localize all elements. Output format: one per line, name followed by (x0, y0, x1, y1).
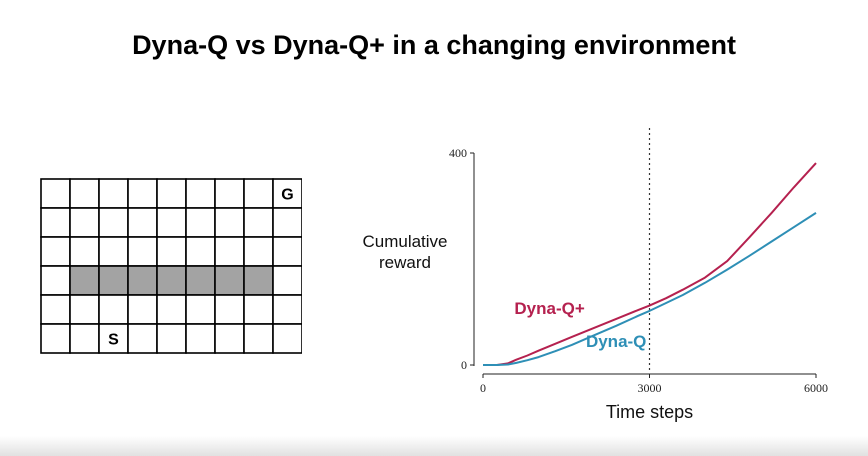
y-tick-label: 400 (449, 146, 467, 160)
grid-cell (272, 207, 302, 238)
goal-label: G (281, 187, 293, 204)
wall-cell (127, 265, 158, 296)
grid-cell (69, 236, 100, 267)
grid-cell (214, 323, 245, 354)
slide-title: Dyna-Q vs Dyna-Q+ in a changing environm… (132, 30, 736, 60)
wall-cell (69, 265, 100, 296)
wall-cell (98, 265, 129, 296)
grid-cell (69, 323, 100, 354)
y-axis-label: Cumulative (362, 232, 447, 251)
grid-cell (40, 265, 71, 296)
series-label: Dyna-Q+ (514, 299, 584, 318)
grid-cell (40, 207, 71, 238)
wall-cell (185, 265, 216, 296)
grid-cell (127, 323, 158, 354)
grid-cell (40, 178, 71, 209)
grid-cell (156, 207, 187, 238)
grid-cell (214, 178, 245, 209)
grid-cell (185, 294, 216, 325)
grid-cell (243, 323, 274, 354)
cumulative-reward-chart: 0 400 0 3000 6000 Dyna-Q+Dyna-Q Cumulative rewa… (362, 128, 828, 422)
grid-cell (272, 323, 302, 354)
grid-cell (272, 265, 302, 296)
grid-cell (185, 236, 216, 267)
y-axis-label: reward (379, 253, 431, 272)
grid-cell (185, 207, 216, 238)
grid-cell (69, 178, 100, 209)
gridworld-maze: SG (40, 178, 302, 354)
grid-cell (69, 294, 100, 325)
wall-cell (214, 265, 245, 296)
x-tick-label: 3000 (638, 381, 662, 395)
x-axis-label: Time steps (606, 402, 693, 422)
grid-cell (127, 236, 158, 267)
start-label: S (108, 332, 119, 349)
y-tick-label: 0 (461, 358, 467, 372)
grid-cell (156, 178, 187, 209)
grid-cell (185, 178, 216, 209)
bottom-fade (0, 436, 868, 456)
grid-cell (156, 294, 187, 325)
wall-cell (243, 265, 274, 296)
grid-cell (98, 207, 129, 238)
grid-cell (98, 236, 129, 267)
grid-cell (243, 178, 274, 209)
grid-cell (98, 294, 129, 325)
grid-cell (243, 294, 274, 325)
grid-cell (243, 207, 274, 238)
grid-cell (40, 236, 71, 267)
series-line-dyna-q (483, 212, 817, 366)
grid-cell (272, 236, 302, 267)
series-label: Dyna-Q (586, 332, 646, 351)
grid-cell (40, 323, 71, 354)
grid-cell (243, 236, 274, 267)
grid-cell (98, 323, 129, 354)
series-line-dyna-q- (483, 162, 817, 366)
grid-cell (127, 178, 158, 209)
grid-cell (156, 323, 187, 354)
grid-cell (272, 294, 302, 325)
grid-cell (40, 294, 71, 325)
grid-cell (185, 323, 216, 354)
grid-cell (156, 236, 187, 267)
grid-cell (127, 207, 158, 238)
grid-cell (214, 236, 245, 267)
x-tick-label: 6000 (804, 381, 828, 395)
x-tick-label: 0 (480, 381, 486, 395)
grid-cell (214, 207, 245, 238)
grid-cell (98, 178, 129, 209)
grid-cell (69, 207, 100, 238)
grid-cell (127, 294, 158, 325)
grid-cell (214, 294, 245, 325)
wall-cell (156, 265, 187, 296)
